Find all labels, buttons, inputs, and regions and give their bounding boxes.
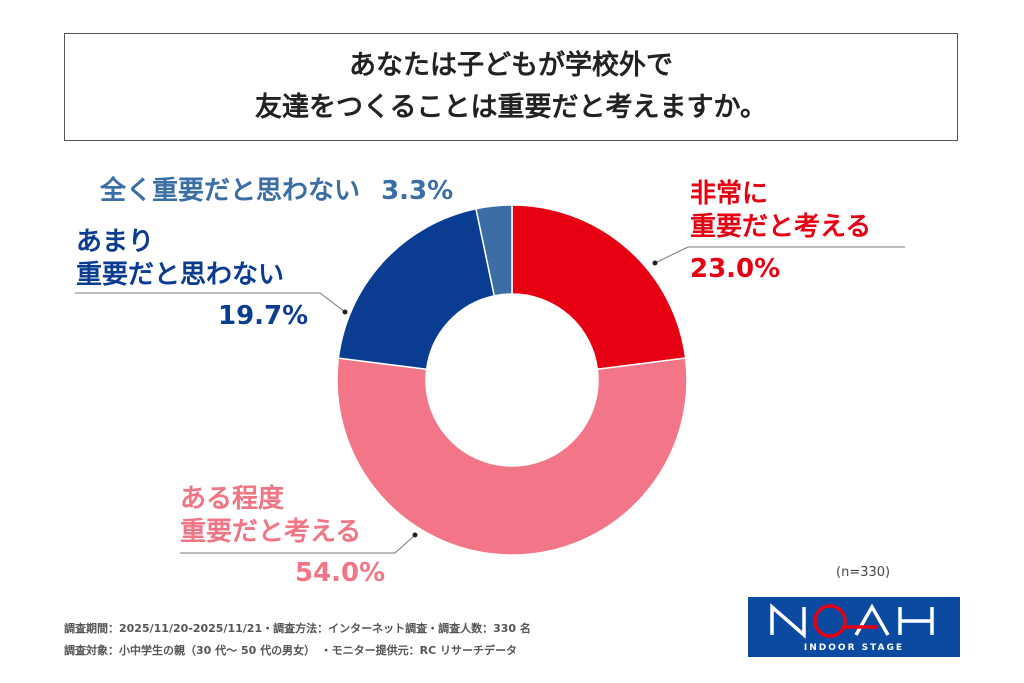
label-line: 重要だと思わない bbox=[76, 260, 285, 290]
slice-not-very-important bbox=[337, 207, 496, 371]
label-line: 重要だと考える bbox=[180, 517, 362, 547]
sample-size: (n=330) bbox=[836, 565, 891, 580]
leader-line-very-important bbox=[654, 246, 905, 264]
slice-somewhat-important bbox=[336, 357, 688, 556]
footer-survey-info: 調査期間：2025/11/20-2025/11/21・調査方法：インターネット調… bbox=[64, 622, 531, 635]
value-label-not-important-at-all: 3.3% bbox=[381, 176, 454, 206]
slice-not-important-at-all bbox=[475, 204, 513, 297]
logo-mark bbox=[770, 603, 934, 639]
label-line: 非常に bbox=[690, 179, 769, 209]
noah-logo: INDOOR STAGE bbox=[748, 597, 960, 657]
value-label-somewhat-important: 54.0% bbox=[295, 558, 386, 588]
value-label-very-important: 23.0% bbox=[690, 254, 781, 284]
footer-survey-target: 調査対象：小中学生の親（30 代～ 50 代の男女） ・モニター提供元：RC リ… bbox=[64, 644, 517, 657]
label-line: 重要だと考える bbox=[690, 212, 872, 242]
label-not-very-important: あまり 重要だと思わない bbox=[76, 226, 284, 292]
leader-line-somewhat-important bbox=[180, 534, 416, 554]
title-line-1: あなたは子どもが学校外で bbox=[349, 50, 673, 81]
slice-very-important bbox=[511, 204, 687, 371]
value-label-not-very-important: 19.7% bbox=[218, 301, 309, 331]
chart-title: あなたは子どもが学校外で 友達をつくることは重要だと考えますか。 bbox=[64, 33, 958, 141]
leader-dot bbox=[342, 309, 348, 315]
label-not-important-at-all: 全く重要だと思わない 3.3% bbox=[100, 175, 453, 208]
label-line: ある程度 bbox=[180, 484, 285, 514]
title-line-2: 友達をつくることは重要だと考えますか。 bbox=[255, 92, 767, 123]
leader-line-not-very-important bbox=[75, 292, 346, 313]
label-somewhat-important: ある程度 重要だと考える bbox=[180, 483, 361, 549]
leader-dot bbox=[412, 532, 418, 538]
label-very-important: 非常に 重要だと考える bbox=[690, 178, 871, 244]
logo-subtitle: INDOOR STAGE bbox=[803, 643, 905, 653]
label-line: あまり bbox=[76, 227, 155, 257]
label-line: 全く重要だと思わない bbox=[100, 176, 361, 206]
leader-dot bbox=[652, 260, 658, 266]
